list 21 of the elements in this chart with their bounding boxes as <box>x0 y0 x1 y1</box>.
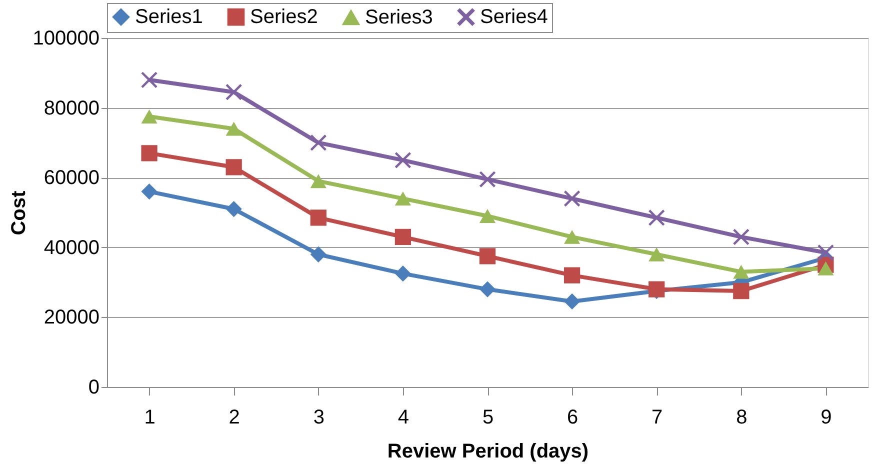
legend-label: Series2 <box>250 6 318 28</box>
x-tick-label: 4 <box>398 406 410 428</box>
x-tick-label: 9 <box>820 406 832 428</box>
y-tick-label: 80000 <box>44 97 100 120</box>
x-tick-label: 1 <box>144 406 156 428</box>
y-axis-title: Cost <box>8 190 30 236</box>
y-tick-label: 40000 <box>44 236 100 259</box>
x-axis-title: Review Period (days) <box>387 440 589 462</box>
y-tick-label: 100000 <box>32 28 100 50</box>
x-tick-label: 8 <box>736 406 748 428</box>
x-tick-label: 2 <box>228 406 240 428</box>
x-tick-label: 6 <box>566 406 578 428</box>
legend-label: Series4 <box>480 6 548 28</box>
legend-label: Series3 <box>365 6 433 28</box>
x-tick-label: 3 <box>313 406 324 428</box>
x-tick-label: 7 <box>652 406 663 428</box>
x-tick-label: 5 <box>482 406 494 428</box>
legend-label: Series1 <box>135 6 203 28</box>
y-tick-label: 60000 <box>44 167 100 190</box>
y-tick-label: 20000 <box>44 306 100 329</box>
y-tick-label: 0 <box>88 376 100 398</box>
